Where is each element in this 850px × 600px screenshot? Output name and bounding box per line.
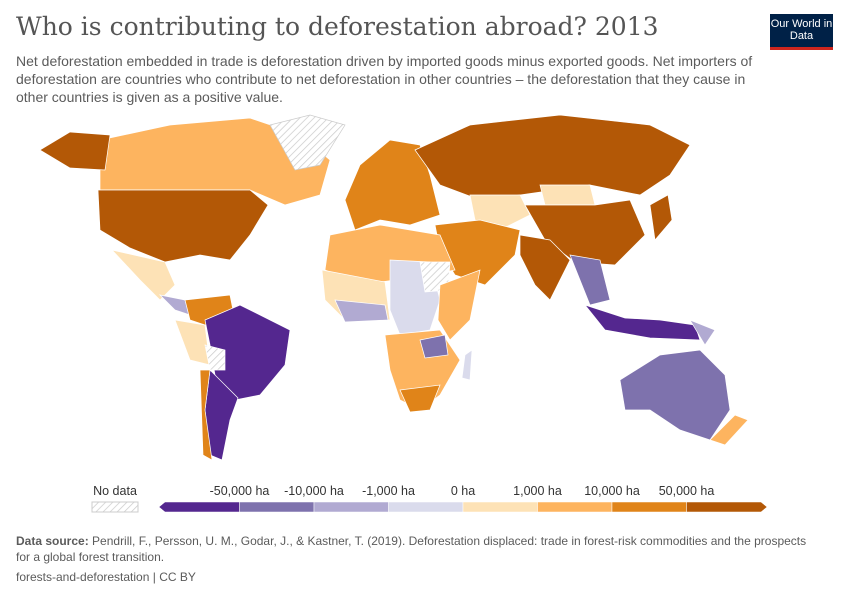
legend-bin[interactable] — [239, 501, 315, 513]
country-chile[interactable] — [199, 369, 213, 461]
country-usa[interactable] — [97, 189, 269, 263]
country-japan[interactable] — [649, 194, 673, 241]
legend-tick-label: -1,000 ha — [362, 484, 415, 498]
country-zambia[interactable] — [419, 334, 449, 359]
legend-tick-label: -10,000 ha — [284, 484, 344, 498]
country-peru[interactable] — [174, 319, 211, 366]
country-indonesia[interactable] — [583, 304, 701, 341]
country-mexico[interactable] — [110, 249, 176, 301]
country-central-america[interactable] — [158, 294, 191, 316]
legend-no-data-swatch[interactable] — [91, 501, 139, 513]
legend-tick-label: 0 ha — [451, 484, 475, 498]
world-map[interactable] — [0, 110, 850, 470]
country-mongolia[interactable] — [539, 184, 596, 206]
legend-bin[interactable] — [686, 501, 768, 513]
country-europe[interactable] — [344, 139, 441, 231]
legend-bin[interactable] — [158, 501, 240, 513]
country-east-africa[interactable] — [437, 269, 481, 341]
legend-tick-label: 50,000 ha — [659, 484, 715, 498]
country-se-asia[interactable] — [569, 254, 611, 306]
chart-title: Who is contributing to deforestation abr… — [16, 12, 659, 41]
country-alaska[interactable] — [39, 131, 111, 171]
country-australia[interactable] — [619, 349, 731, 441]
color-legend: No data -50,000 ha -10,000 ha -1,000 ha 0 h… — [91, 484, 768, 513]
country-png[interactable] — [689, 319, 716, 346]
footer-slug[interactable]: forests-and-deforestation | CC BY — [16, 570, 196, 584]
data-source: Data source: Pendrill, F., Persson, U. M… — [16, 534, 807, 564]
country-bolivia[interactable] — [204, 344, 226, 371]
chart-subtitle: Net deforestation embedded in trade is d… — [16, 53, 753, 105]
legend-no-data-label: No data — [93, 484, 137, 498]
legend-tick-label: 10,000 ha — [584, 484, 640, 498]
legend-bin[interactable] — [313, 501, 389, 513]
country-madagascar[interactable] — [461, 349, 473, 381]
legend-bin[interactable] — [537, 501, 613, 513]
country-greenland[interactable] — [269, 114, 346, 171]
owid-logo[interactable]: Our World in Data — [770, 14, 833, 50]
legend-bin[interactable] — [462, 501, 538, 513]
legend-tick-label: -50,000 ha — [210, 484, 270, 498]
legend-tick-label: 1,000 ha — [513, 484, 562, 498]
country-south-africa[interactable] — [399, 384, 441, 413]
country-new-zealand[interactable] — [709, 414, 749, 446]
legend-bin[interactable] — [388, 501, 464, 513]
country-india[interactable] — [519, 234, 571, 301]
legend-bin[interactable] — [611, 501, 687, 513]
country-west-africa-coast[interactable] — [334, 299, 389, 323]
